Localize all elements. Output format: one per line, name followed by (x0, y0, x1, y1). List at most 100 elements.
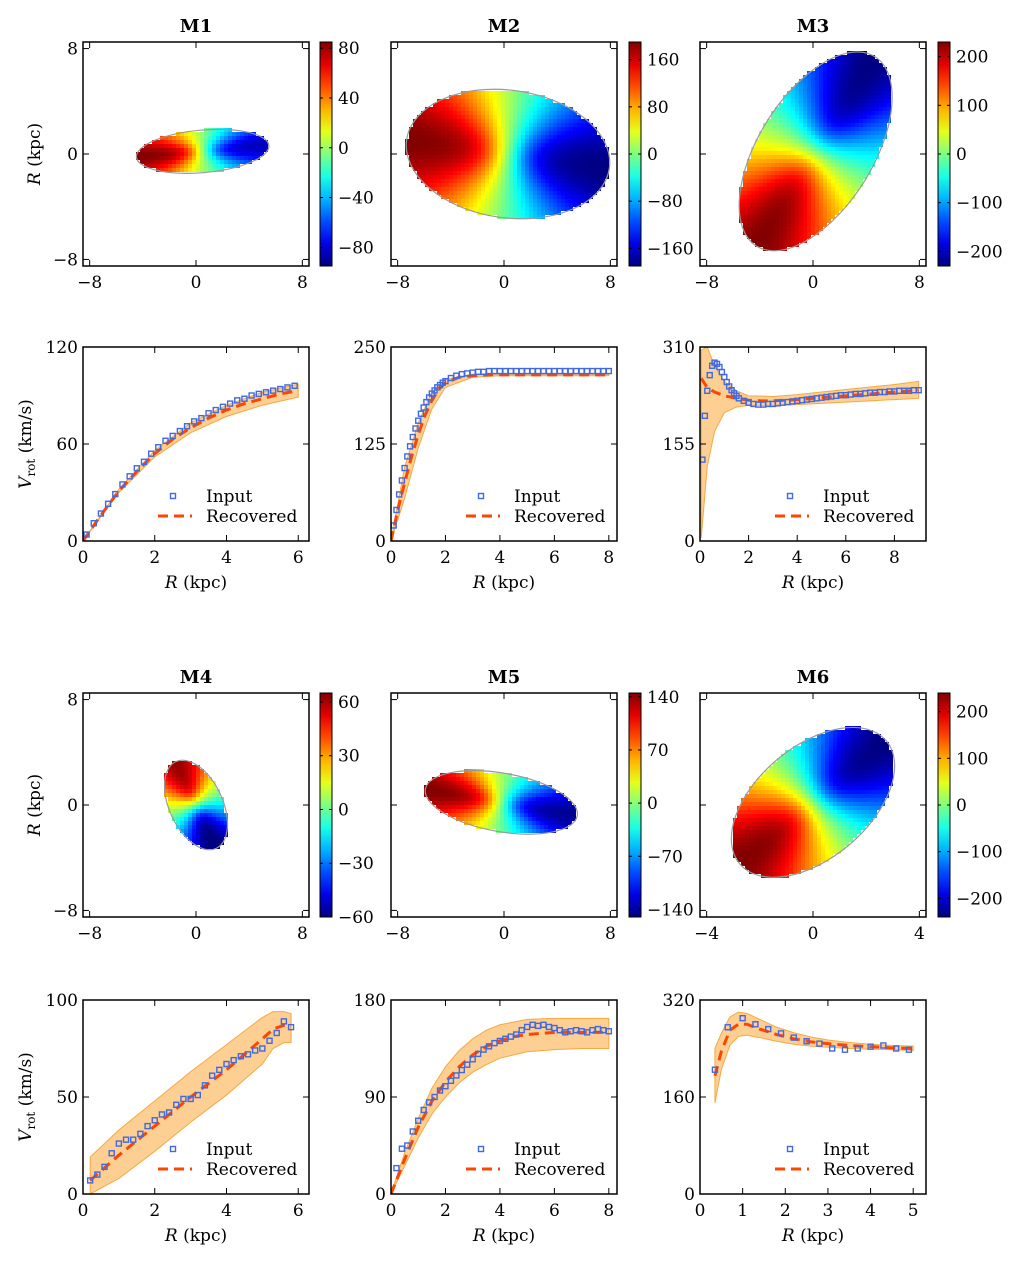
velocity-pixel (228, 152, 232, 156)
velocity-pixel (524, 797, 528, 801)
velocity-pixel (481, 127, 485, 131)
velocity-pixel (831, 183, 835, 187)
velocity-pixel (827, 147, 831, 151)
velocity-pixel (533, 171, 537, 175)
velocity-pixel (847, 79, 851, 83)
velocity-pixel (256, 136, 260, 140)
velocity-pixel (433, 179, 437, 183)
velocity-pixel (749, 838, 753, 842)
velocity-pixel (889, 782, 893, 786)
velocity-pixel (548, 817, 552, 821)
velocity-pixel (755, 207, 759, 211)
velocity-pixel (557, 171, 561, 175)
velocity-pixel (497, 175, 501, 179)
colorbar-tick-label: −40 (338, 189, 374, 209)
velocity-pixel (861, 778, 865, 782)
velocity-pixel (819, 119, 823, 123)
velocity-pixel (793, 866, 797, 870)
velocity-pixel (461, 187, 465, 191)
velocity-pixel (464, 817, 468, 821)
velocity-pixel (465, 123, 469, 127)
velocity-pixel (861, 758, 865, 762)
velocity-pixel (508, 809, 512, 813)
velocity-pixel (759, 211, 763, 215)
velocity-pixel (797, 822, 801, 826)
velocity-pixel (779, 191, 783, 195)
velocity-pixel (849, 794, 853, 798)
velocity-pixel (180, 160, 184, 164)
velocity-pixel (859, 175, 863, 179)
velocity-pixel (873, 806, 877, 810)
velocity-pixel (885, 758, 889, 762)
velocity-pixel (473, 155, 477, 159)
velocity-pixel (445, 107, 449, 111)
velocity-pixel (497, 147, 501, 151)
velocity-pixel (509, 143, 513, 147)
velocity-pixel (835, 123, 839, 127)
velocity-pixel (809, 782, 813, 786)
velocity-pixel (745, 802, 749, 806)
velocity-pixel (761, 858, 765, 862)
velocity-pixel (437, 179, 441, 183)
velocity-pixel (755, 179, 759, 183)
velocity-pixel (863, 71, 867, 75)
velocity-pixel (761, 870, 765, 874)
velocity-pixel (805, 770, 809, 774)
velocity-pixel (741, 826, 745, 830)
velocity-pixel (480, 821, 484, 825)
velocity-pixel (493, 95, 497, 99)
input-point (191, 418, 198, 425)
velocity-pixel (541, 135, 545, 139)
velocity-pixel (581, 123, 585, 127)
velocity-pixel (156, 144, 160, 148)
velocity-pixel (605, 155, 609, 159)
velocity-pixel (763, 243, 767, 247)
velocity-pixel (835, 99, 839, 103)
colorbar-tick-label: 40 (338, 89, 360, 109)
velocity-pixel (755, 195, 759, 199)
velocity-pixel (771, 131, 775, 135)
velocity-pixel (497, 143, 501, 147)
velocity-pixel (489, 135, 493, 139)
velocity-pixel (795, 123, 799, 127)
velocity-pixel (440, 797, 444, 801)
velocity-pixel (801, 838, 805, 842)
velocity-pixel (553, 191, 557, 195)
velocity-pixel (528, 793, 532, 797)
velocity-pixel (469, 183, 473, 187)
velocity-pixel (807, 91, 811, 95)
velocity-pixel (204, 793, 208, 797)
velocity-pixel (192, 773, 196, 777)
velocity-pixel (785, 766, 789, 770)
velocity-pixel (529, 107, 533, 111)
velocity-pixel (561, 195, 565, 199)
velocity-pixel (180, 152, 184, 156)
velocity-pixel (421, 163, 425, 167)
velocity-pixel (781, 754, 785, 758)
velocity-pixel (865, 766, 869, 770)
velocity-pixel (823, 171, 827, 175)
input-point (226, 400, 234, 407)
velocity-pixel (521, 211, 525, 215)
velocity-pixel (795, 91, 799, 95)
velocity-pixel (513, 91, 517, 95)
velocity-pixel (851, 151, 855, 155)
velocity-pixel (480, 789, 484, 793)
velocity-pixel (779, 235, 783, 239)
velocity-pixel (437, 147, 441, 151)
velocity-pixel (819, 183, 823, 187)
velocity-pixel (188, 797, 192, 801)
velocity-pixel (517, 175, 521, 179)
velocity-pixel (465, 99, 469, 103)
velocity-pixel (793, 778, 797, 782)
velocity-pixel (573, 179, 577, 183)
velocity-pixel (248, 156, 252, 160)
velocity-pixel (743, 223, 747, 227)
velocity-pixel (457, 115, 461, 119)
velocity-pixel (811, 107, 815, 111)
velocity-pixel (861, 786, 865, 790)
velocity-pixel (509, 115, 513, 119)
velocity-pixel (843, 147, 847, 151)
velocity-pixel (865, 822, 869, 826)
velocity-pixel (421, 119, 425, 123)
